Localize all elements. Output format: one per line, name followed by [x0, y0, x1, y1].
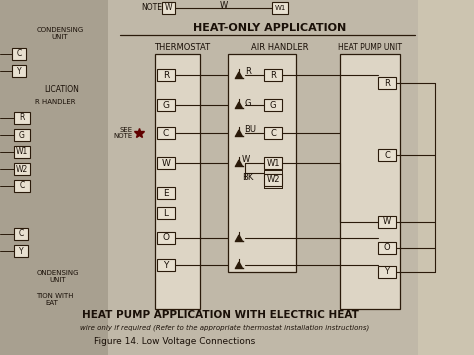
Text: LICATION: LICATION: [45, 86, 80, 94]
Text: Y: Y: [384, 268, 390, 277]
Bar: [264, 99, 282, 111]
Bar: [14, 228, 28, 240]
Text: R: R: [245, 67, 251, 76]
Text: E: E: [163, 189, 169, 197]
Text: UNIT: UNIT: [50, 277, 66, 283]
Bar: [157, 157, 175, 169]
Text: G: G: [270, 100, 276, 109]
Text: W2: W2: [266, 175, 280, 185]
Text: UNIT: UNIT: [52, 34, 68, 40]
Text: G: G: [163, 100, 170, 109]
Polygon shape: [236, 262, 242, 268]
Text: SEE
NOTE: SEE NOTE: [114, 126, 133, 140]
Text: R: R: [270, 71, 276, 80]
Text: AIR HANDLER: AIR HANDLER: [251, 43, 309, 51]
Bar: [0, 0, 108, 355]
Text: W: W: [220, 0, 228, 10]
Text: W1: W1: [274, 5, 286, 11]
Text: G: G: [245, 98, 251, 108]
Text: NOTE: NOTE: [142, 4, 163, 12]
Text: Y: Y: [17, 66, 21, 76]
Bar: [157, 207, 175, 219]
Bar: [418, 0, 474, 355]
Text: C: C: [17, 49, 22, 59]
Text: C: C: [18, 229, 24, 239]
Bar: [228, 54, 296, 272]
Text: W1: W1: [266, 158, 280, 168]
Text: W1: W1: [16, 147, 28, 157]
Bar: [340, 54, 400, 309]
Text: THERMOSTAT: THERMOSTAT: [154, 43, 210, 51]
Text: CONDENSING: CONDENSING: [36, 27, 83, 33]
Polygon shape: [236, 235, 242, 241]
Text: C: C: [163, 129, 169, 137]
Text: W: W: [162, 158, 171, 168]
Bar: [12, 65, 26, 77]
Text: R: R: [384, 78, 390, 87]
Polygon shape: [236, 72, 242, 78]
Bar: [157, 232, 175, 244]
Text: Figure 14. Low Voltage Connections: Figure 14. Low Voltage Connections: [94, 338, 255, 346]
Bar: [14, 129, 30, 141]
Bar: [378, 77, 396, 89]
Bar: [264, 127, 282, 139]
Bar: [157, 127, 175, 139]
Bar: [157, 69, 175, 81]
Text: R HANDLER: R HANDLER: [35, 99, 75, 105]
Bar: [162, 2, 175, 14]
Text: L: L: [164, 208, 168, 218]
Bar: [108, 0, 418, 355]
Polygon shape: [236, 130, 242, 136]
Bar: [14, 245, 28, 257]
Polygon shape: [236, 102, 242, 108]
Text: R: R: [19, 114, 25, 122]
Text: O: O: [383, 244, 390, 252]
Bar: [14, 112, 30, 124]
Text: W: W: [165, 4, 172, 12]
Bar: [272, 2, 288, 14]
Text: HEAT PUMP UNIT: HEAT PUMP UNIT: [338, 43, 402, 51]
Text: C: C: [19, 181, 25, 191]
Text: W: W: [383, 218, 391, 226]
Text: Y: Y: [164, 261, 169, 269]
Text: EAT: EAT: [46, 300, 58, 306]
Bar: [14, 163, 30, 175]
Text: G: G: [19, 131, 25, 140]
Bar: [157, 99, 175, 111]
Bar: [378, 266, 396, 278]
Text: HEAT-ONLY APPLICATION: HEAT-ONLY APPLICATION: [193, 23, 346, 33]
Bar: [12, 48, 26, 60]
Bar: [264, 157, 282, 169]
Text: W: W: [242, 155, 250, 164]
Bar: [157, 187, 175, 199]
Text: C: C: [270, 129, 276, 137]
Text: TION WITH: TION WITH: [36, 293, 74, 299]
Text: ONDENSING: ONDENSING: [37, 270, 79, 276]
Bar: [264, 69, 282, 81]
Text: BK: BK: [242, 173, 254, 181]
Text: wire only if required (Refer to the appropriate thermostat installation instruct: wire only if required (Refer to the appr…: [81, 325, 370, 331]
Text: O: O: [163, 234, 170, 242]
Bar: [378, 149, 396, 161]
Text: BU: BU: [244, 126, 256, 135]
Bar: [378, 216, 396, 228]
Bar: [14, 146, 30, 158]
Bar: [14, 180, 30, 192]
Text: W2: W2: [16, 164, 28, 174]
Polygon shape: [236, 160, 242, 166]
Bar: [378, 242, 396, 254]
Bar: [155, 54, 200, 309]
Text: Y: Y: [18, 246, 23, 256]
Text: HEAT PUMP APPLICATION WITH ELECTRIC HEAT: HEAT PUMP APPLICATION WITH ELECTRIC HEAT: [82, 310, 358, 320]
Bar: [157, 259, 175, 271]
Text: R: R: [163, 71, 169, 80]
Bar: [264, 174, 282, 186]
Text: C: C: [384, 151, 390, 159]
